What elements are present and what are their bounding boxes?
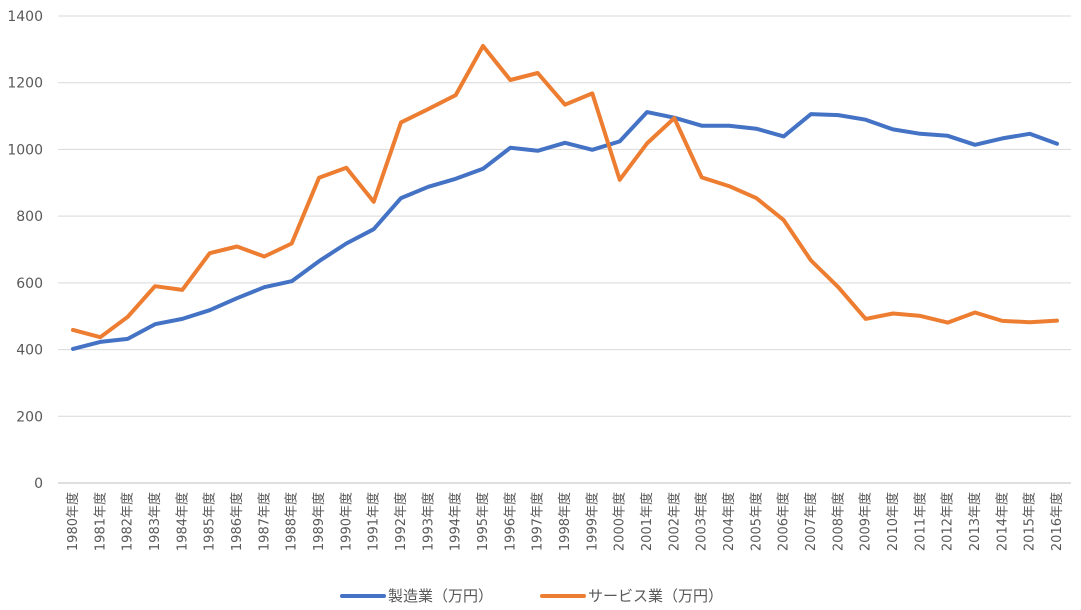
y-axis-ticks: 0 200 400 600 800 1000 1200 1400: [7, 9, 43, 492]
x-tick-label: 1994年度: [448, 492, 464, 551]
x-tick-label: 2002年度: [666, 492, 682, 551]
x-tick-label: 1989年度: [311, 492, 327, 551]
x-tick-label: 1990年度: [338, 492, 354, 551]
x-tick-label: 1999年度: [584, 492, 600, 551]
x-tick-label: 2004年度: [721, 492, 737, 551]
x-tick-label: 1982年度: [120, 492, 136, 551]
x-tick-label: 2010年度: [885, 492, 901, 551]
series-lines: [71, 44, 1059, 351]
x-tick-label: 2013年度: [967, 492, 983, 551]
y-tick-label: 1200: [7, 76, 43, 92]
x-tick-label: 1980年度: [65, 492, 81, 551]
series-line-manufacturing: [71, 110, 1059, 351]
x-tick-label: 1996年度: [502, 492, 518, 551]
x-tick-label: 1997年度: [530, 492, 546, 551]
y-tick-label: 400: [16, 343, 43, 359]
y-tick-label: 800: [16, 209, 43, 225]
x-tick-label: 1986年度: [229, 492, 245, 551]
x-tick-label: 1983年度: [147, 492, 163, 551]
series-line-services: [71, 44, 1059, 340]
x-tick-label: 2007年度: [803, 492, 819, 551]
x-tick-label: 2000年度: [612, 492, 628, 551]
y-tick-label: 1000: [7, 142, 43, 158]
x-tick-label: 1981年度: [92, 492, 108, 551]
x-tick-label: 1985年度: [202, 492, 218, 551]
legend: 製造業（万円） サービス業（万円）: [340, 587, 723, 605]
x-tick-label: 1992年度: [393, 492, 409, 551]
x-tick-label: 2016年度: [1049, 492, 1065, 551]
x-tick-label: 1998年度: [557, 492, 573, 551]
x-tick-label: 1991年度: [366, 492, 382, 551]
x-tick-label: 2014年度: [994, 492, 1010, 551]
x-tick-label: 2012年度: [940, 492, 956, 551]
x-tick-label: 2003年度: [694, 492, 710, 551]
gridlines: [58, 15, 1071, 484]
x-axis-ticks: 1980年度 1981年度 1982年度 1983年度 1984年度 1985年度 1986…: [65, 492, 1065, 551]
x-tick-label: 2009年度: [858, 492, 874, 551]
x-tick-label: 2001年度: [639, 492, 655, 551]
x-tick-label: 1995年度: [475, 492, 491, 551]
x-tick-label: 2008年度: [830, 492, 846, 551]
y-tick-label: 200: [16, 409, 43, 425]
legend-label: 製造業（万円）: [388, 587, 493, 605]
y-tick-label: 0: [34, 476, 43, 492]
legend-label: サービス業（万円）: [588, 587, 723, 605]
x-tick-label: 1993年度: [420, 492, 436, 551]
x-tick-label: 2006年度: [776, 492, 792, 551]
y-tick-label: 600: [16, 276, 43, 292]
y-tick-label: 1400: [7, 9, 43, 25]
x-tick-label: 1988年度: [284, 492, 300, 551]
x-tick-label: 2011年度: [912, 492, 928, 551]
x-tick-label: 1984年度: [174, 492, 190, 551]
x-tick-label: 2005年度: [748, 492, 764, 551]
x-tick-label: 1987年度: [256, 492, 272, 551]
x-tick-label: 2015年度: [1022, 492, 1038, 551]
